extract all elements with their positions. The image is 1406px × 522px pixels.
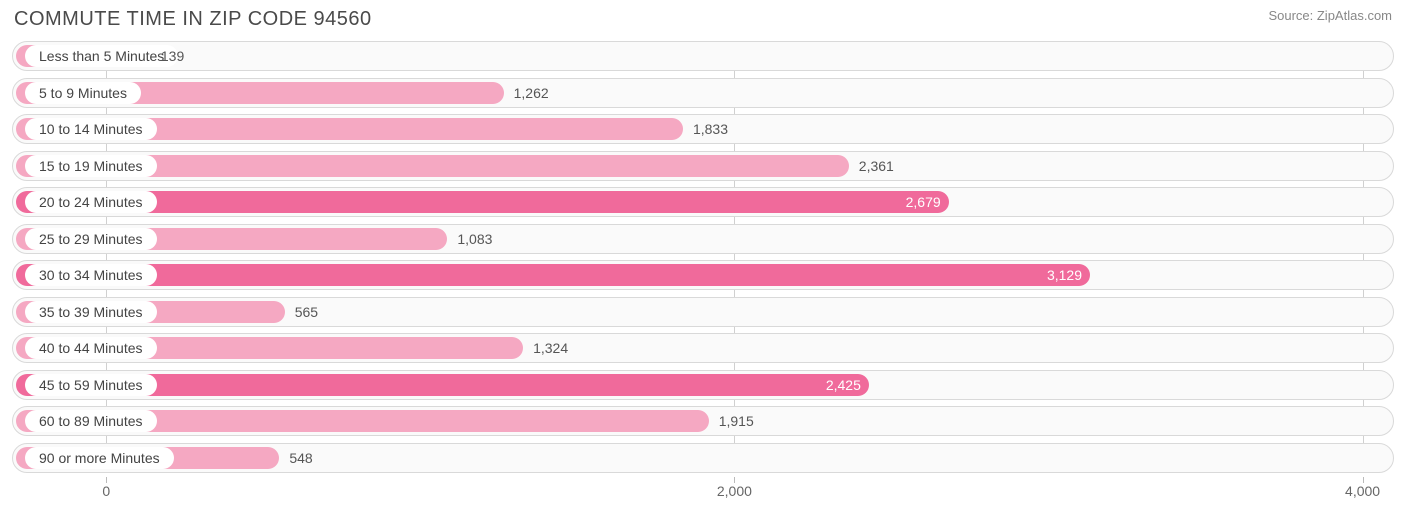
chart-area: Less than 5 Minutes139 5 to 9 Minutes 1,26… [0, 35, 1406, 473]
value-label: 2,425 [826, 371, 861, 399]
bar-row: 15 to 19 Minutes 2,361 [12, 151, 1394, 181]
bar-row: 5 to 9 Minutes 1,262 [12, 78, 1394, 108]
category-label: Less than 5 Minutes [25, 45, 178, 67]
bar-row: 30 to 34 Minutes 3,129 [12, 260, 1394, 290]
bar-row: 40 to 44 Minutes 1,324 [12, 333, 1394, 363]
category-label: 90 or more Minutes [25, 447, 174, 469]
category-label: 40 to 44 Minutes [25, 337, 157, 359]
value-label: 139 [161, 42, 184, 70]
category-label: 25 to 29 Minutes [25, 228, 157, 250]
bar-row: 90 or more Minutes 548 [12, 443, 1394, 473]
tick-label: 4,000 [1345, 483, 1380, 499]
category-label: 10 to 14 Minutes [25, 118, 157, 140]
bar-row: 60 to 89 Minutes 1,915 [12, 406, 1394, 436]
value-label: 548 [289, 444, 312, 472]
bar-row: 10 to 14 Minutes 1,833 [12, 114, 1394, 144]
bar-row: Less than 5 Minutes139 [12, 41, 1394, 71]
value-label: 1,083 [457, 225, 492, 253]
tick-label: 2,000 [717, 483, 752, 499]
category-label: 5 to 9 Minutes [25, 82, 141, 104]
value-label: 3,129 [1047, 261, 1082, 289]
bar-fill [16, 264, 1090, 286]
chart-title: COMMUTE TIME IN ZIP CODE 94560 [14, 8, 372, 31]
value-label: 1,262 [514, 79, 549, 107]
bar-row: 20 to 24 Minutes 2,679 [12, 187, 1394, 217]
bar-container: Less than 5 Minutes139 5 to 9 Minutes 1,26… [12, 41, 1394, 473]
category-label: 30 to 34 Minutes [25, 264, 157, 286]
category-label: 35 to 39 Minutes [25, 301, 157, 323]
value-label: 2,679 [906, 188, 941, 216]
category-label: 45 to 59 Minutes [25, 374, 157, 396]
category-label: 15 to 19 Minutes [25, 155, 157, 177]
value-label: 1,833 [693, 115, 728, 143]
category-label: 20 to 24 Minutes [25, 191, 157, 213]
value-label: 2,361 [859, 152, 894, 180]
tick-label: 0 [102, 483, 110, 499]
bar-row: 25 to 29 Minutes 1,083 [12, 224, 1394, 254]
value-label: 1,915 [719, 407, 754, 435]
value-label: 565 [295, 298, 318, 326]
bar-row: 45 to 59 Minutes 2,425 [12, 370, 1394, 400]
chart-source: Source: ZipAtlas.com [1268, 8, 1392, 23]
bar-row: 35 to 39 Minutes 565 [12, 297, 1394, 327]
x-axis: 0 2,000 4,000 [12, 479, 1394, 509]
category-label: 60 to 89 Minutes [25, 410, 157, 432]
chart-header: COMMUTE TIME IN ZIP CODE 94560 Source: Z… [0, 0, 1406, 35]
value-label: 1,324 [533, 334, 568, 362]
